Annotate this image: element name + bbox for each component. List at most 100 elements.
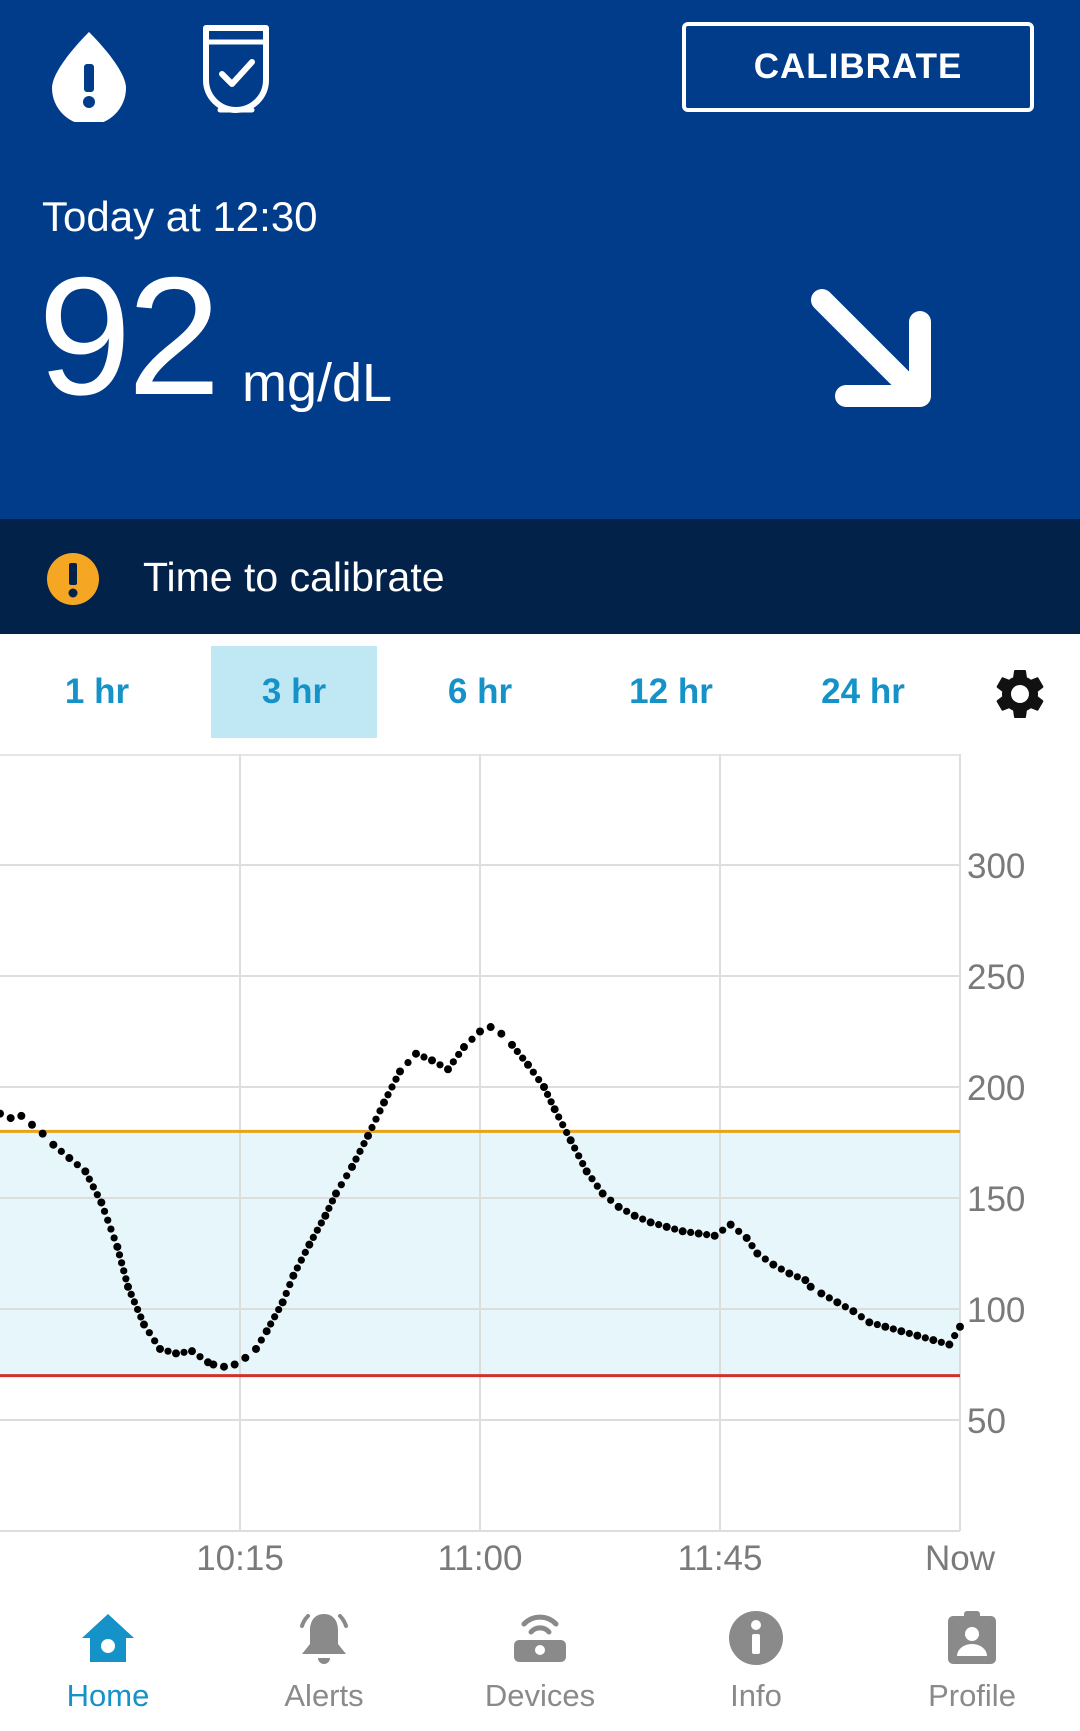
glucose-trace-dot xyxy=(857,1313,865,1321)
glucose-trace-dot xyxy=(623,1207,631,1215)
bottom-navigation: Home Alerts Devices Info xyxy=(0,1584,1080,1731)
glucose-point xyxy=(332,1189,340,1198)
tab-1-hr[interactable]: 1 hr xyxy=(14,646,180,738)
glucose-point xyxy=(460,1043,468,1052)
glucose-trace-dot xyxy=(671,1225,679,1233)
glucose-trace-dot xyxy=(301,1248,309,1256)
glucose-trace-dot xyxy=(376,1107,384,1115)
glucose-trace-dot xyxy=(151,1337,159,1345)
y-tick-label: 100 xyxy=(967,1291,1025,1330)
info-icon xyxy=(729,1611,783,1665)
glucose-trace-dot xyxy=(107,1225,115,1233)
y-tick-label: 50 xyxy=(967,1402,1006,1441)
glucose-point xyxy=(241,1353,250,1362)
glucose-trace-dot xyxy=(100,1207,109,1215)
y-tick-label: 300 xyxy=(967,847,1025,886)
glucose-point xyxy=(497,1029,506,1038)
glucose-trace-dot xyxy=(343,1172,351,1180)
glucose-point xyxy=(262,1327,271,1336)
glucose-point xyxy=(209,1360,218,1369)
nav-devices-label: Devices xyxy=(484,1678,596,1713)
glucose-trace-dot xyxy=(873,1320,881,1329)
glucose-trace-dot xyxy=(579,1159,587,1168)
glucose-trace-dot xyxy=(555,1113,563,1121)
glucose-point xyxy=(678,1227,687,1236)
glucose-trace-dot xyxy=(571,1144,579,1152)
glucose-point xyxy=(230,1360,239,1369)
glucose-point xyxy=(289,1271,298,1280)
glucose-trace-dot xyxy=(297,1256,305,1264)
glucose-trace-dot xyxy=(145,1329,153,1337)
time-range-tabs: 1 hr 3 hr 6 hr 12 hr 24 hr xyxy=(0,634,960,756)
glucose-unit: mg/dL xyxy=(242,353,393,413)
glucose-point xyxy=(220,1362,228,1371)
warning-icon xyxy=(47,553,99,605)
glucose-trace-dot xyxy=(825,1294,833,1302)
glucose-trace-dot xyxy=(356,1147,364,1155)
nav-profile[interactable]: Profile xyxy=(864,1584,1080,1731)
glucose-point xyxy=(806,1282,815,1291)
glucose-trace-dot xyxy=(937,1338,945,1346)
glucose-trace-dot xyxy=(703,1231,711,1239)
reading-timestamp: Today at 12:30 xyxy=(42,193,318,240)
tab-3-hr[interactable]: 3 hr xyxy=(211,646,377,738)
glucose-trace-dot xyxy=(317,1219,325,1227)
glucose-trace-dot xyxy=(588,1175,596,1183)
tab-24-hr[interactable]: 24 hr xyxy=(780,646,946,738)
calibrate-button[interactable]: CALIBRATE xyxy=(682,22,1034,112)
glucose-point xyxy=(710,1231,719,1240)
glucose-trace-dot xyxy=(309,1233,317,1242)
calibration-alert-bar[interactable] xyxy=(0,519,1080,634)
glucose-point xyxy=(550,1105,559,1114)
glucose-trace-dot xyxy=(607,1196,615,1204)
nav-alerts[interactable]: Alerts xyxy=(216,1584,432,1731)
glucose-trace-dot xyxy=(535,1076,543,1084)
glucose-trace-dot xyxy=(559,1121,567,1129)
tab-12-hr[interactable]: 12 hr xyxy=(588,646,754,738)
nav-home[interactable]: Home xyxy=(0,1584,216,1731)
tab-6-hr[interactable]: 6 hr xyxy=(397,646,563,738)
transmitter-check-icon[interactable] xyxy=(200,24,272,114)
glucose-point xyxy=(945,1340,954,1349)
nav-info[interactable]: Info xyxy=(648,1584,864,1731)
glucose-point xyxy=(508,1040,516,1049)
glucose-trace-dot xyxy=(921,1334,929,1342)
glucose-point xyxy=(278,1298,287,1307)
glucose-point xyxy=(913,1331,922,1340)
glucose-trace-dot xyxy=(841,1303,849,1311)
glucose-trace-dot xyxy=(404,1058,412,1067)
gear-icon[interactable] xyxy=(990,664,1050,724)
glucose-trace-dot xyxy=(905,1329,913,1338)
nav-devices[interactable]: Devices xyxy=(432,1584,648,1731)
glucose-trace-dot xyxy=(420,1053,428,1061)
glucose-trace-dot xyxy=(122,1275,130,1283)
glucose-trace-dot xyxy=(719,1226,727,1234)
glucose-chart: 50 100 150 200 250 300 10:15 11:00 11:45 Now xyxy=(0,754,1025,1578)
nav-alerts-label: Alerts xyxy=(284,1678,364,1713)
glucose-point xyxy=(348,1162,356,1171)
glucose-point xyxy=(598,1189,607,1198)
glucose-point xyxy=(49,1140,58,1149)
glucose-point xyxy=(321,1211,330,1220)
alert-drop-icon[interactable] xyxy=(48,30,130,122)
glucose-header: CALIBRATE Today at 12:30 92 mg/dL xyxy=(0,0,1080,519)
glucose-trace-dot xyxy=(325,1204,333,1212)
glucose-point xyxy=(540,1083,548,1091)
glucose-point xyxy=(476,1027,484,1036)
glucose-trace-dot xyxy=(286,1280,294,1289)
glucose-point xyxy=(646,1218,655,1227)
devices-icon xyxy=(514,1614,566,1662)
glucose-trace-dot xyxy=(436,1061,444,1069)
glucose-point xyxy=(614,1202,623,1211)
glucose-point xyxy=(305,1240,314,1249)
glucose-point xyxy=(6,1114,15,1123)
glucose-trace-dot xyxy=(110,1234,118,1242)
glucose-trace-dot xyxy=(547,1098,555,1106)
glucose-trace-dot xyxy=(120,1267,128,1275)
glucose-trace-dot xyxy=(468,1035,476,1043)
glucose-trace-dot xyxy=(85,1175,93,1183)
nav-info-label: Info xyxy=(730,1678,782,1713)
glucose-point xyxy=(769,1260,778,1269)
x-axis-labels: 10:15 11:00 11:45 Now xyxy=(196,1539,996,1578)
glucose-trace-dot xyxy=(529,1068,537,1076)
